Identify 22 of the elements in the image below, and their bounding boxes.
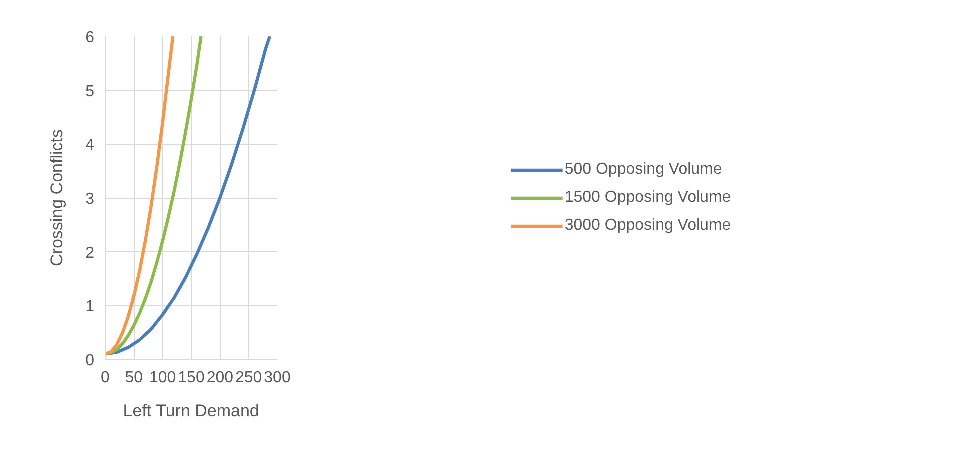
x-tick-label: 150 xyxy=(178,370,205,386)
x-tick-label: 50 xyxy=(125,370,144,386)
legend-label: 1500 Opposing Volume xyxy=(564,188,732,206)
x-tick-label: 250 xyxy=(235,370,262,386)
line-series xyxy=(106,36,272,356)
y-axis-title: Crossing Conflicts xyxy=(48,129,67,266)
x-tick-label: 200 xyxy=(206,370,234,386)
x-axis-title: Left Turn Demand xyxy=(123,402,260,420)
y-tick-label: 0 xyxy=(86,352,95,370)
x-tick-label: 0 xyxy=(101,370,110,386)
legend-label: 3000 Opposing Volume xyxy=(564,216,732,234)
y-tick-label: 3 xyxy=(86,191,95,208)
line-series xyxy=(106,36,175,356)
y-tick-label: 6 xyxy=(86,30,95,46)
legend-label: 500 Opposing Volume xyxy=(564,160,722,178)
line-series xyxy=(106,36,203,356)
y-tick-label: 2 xyxy=(86,244,95,262)
y-tick-label: 4 xyxy=(86,137,95,154)
x-tick-label: 100 xyxy=(149,370,176,386)
x-tick-label: 300 xyxy=(264,370,291,386)
y-tick-label: 1 xyxy=(86,298,95,316)
y-tick-label: 5 xyxy=(86,83,95,100)
